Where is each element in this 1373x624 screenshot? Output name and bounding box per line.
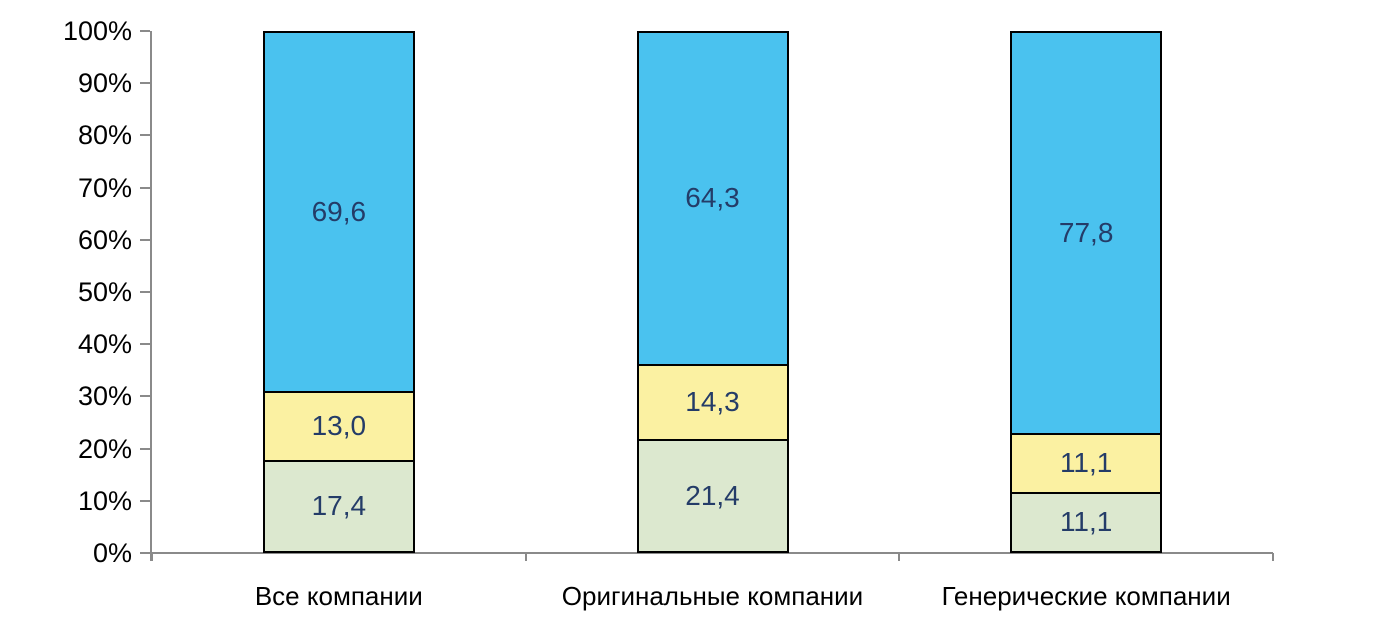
bar-segment-segment-bottom-green: 11,1 [1012,491,1161,551]
y-axis-tick [140,343,150,346]
bar-segment-segment-top-blue: 64,3 [638,33,787,364]
bar-segment-segment-top-blue: 69,6 [264,33,413,391]
bar-segment-value: 64,3 [685,182,740,214]
bar-segment-value: 11,1 [1059,506,1113,538]
y-axis-tick [140,291,150,293]
bar-segment-value: 77,8 [1058,216,1114,248]
bar-segment-value: 69,6 [311,195,367,227]
x-axis-line [150,552,1273,554]
y-axis-tick-label: 50% [77,277,132,307]
x-axis-category-label: Оригинальные компании [561,581,864,611]
y-axis-tick-label: 10% [77,485,132,516]
bar-segment-segment-middle-yellow: 13,0 [264,390,413,460]
bar-segment-value: 11,1 [1059,447,1113,479]
bar-column: 69,6 13,0 17,4 [262,31,415,553]
x-axis-tick [151,553,153,561]
y-axis-tick-label: 80% [77,120,132,151]
y-axis-tick [140,447,150,450]
y-axis-tick-label: 90% [77,68,132,99]
bar-column: 64,3 14,3 21,4 [636,31,789,553]
y-axis-tick-label: 20% [77,433,132,464]
x-axis-category-label: Все компании [254,581,423,611]
bar-segment-segment-top-blue: 77,8 [1012,33,1161,433]
y-axis-tick-label: 30% [77,381,132,412]
bar-segment-segment-middle-yellow: 14,3 [638,363,787,439]
bar-segment-segment-middle-yellow: 11,1 [1012,432,1161,492]
x-axis-tick [524,553,527,561]
x-axis-category-label: Генерические компании [941,581,1231,611]
y-axis-line [150,31,152,561]
x-axis-tick [1272,553,1274,561]
bar-segment-value: 13,0 [311,410,367,442]
y-axis-tick [140,395,150,398]
y-axis-tick [140,134,150,137]
y-axis-tick [140,82,150,85]
bar-segment-value: 14,3 [685,386,740,418]
bar-column: 77,8 11,1 11,1 [1010,31,1163,553]
y-axis-tick [140,238,150,241]
y-axis-tick-label: 0% [92,538,132,568]
y-axis-tick [140,499,150,502]
bar-segment-segment-bottom-green: 21,4 [638,439,787,551]
y-axis-tick-label: 40% [77,329,132,360]
y-axis-tick-label: 60% [77,224,132,255]
y-axis-tick [140,30,150,32]
y-axis-tick [140,186,150,189]
bar-segment-segment-bottom-green: 17,4 [264,459,413,551]
bar-segment-value: 17,4 [311,490,367,522]
y-axis-tick [140,552,150,554]
y-axis-tick-label: 70% [77,172,132,203]
y-axis-tick-label: 100% [62,16,132,46]
x-axis-tick [898,553,901,561]
bar-segment-value: 21,4 [685,480,740,511]
